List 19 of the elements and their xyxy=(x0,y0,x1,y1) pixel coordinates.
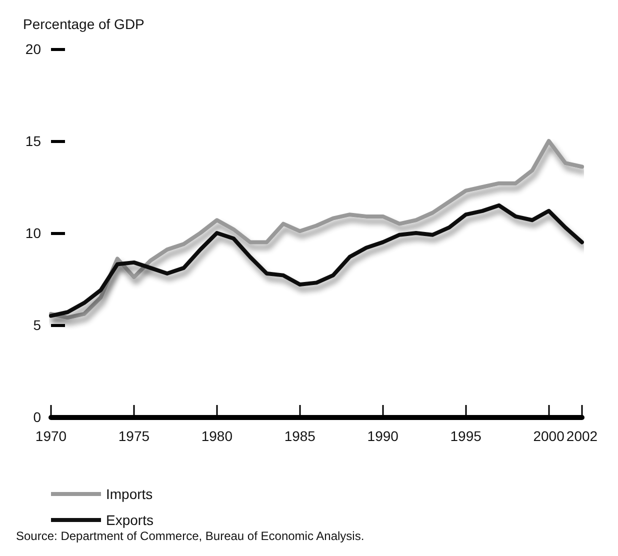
y-tick-label: 15 xyxy=(25,133,42,149)
y-tick-label: 5 xyxy=(33,317,42,333)
x-tick-label: 1990 xyxy=(367,428,399,444)
x-tick-label: 1980 xyxy=(201,428,233,444)
legend-label: Exports xyxy=(106,512,154,528)
x-tick-label: 1970 xyxy=(35,428,67,444)
line-series xyxy=(49,203,584,318)
x-tick-label: 1985 xyxy=(284,428,316,444)
x-tick-label: 1995 xyxy=(450,428,482,444)
line-series xyxy=(49,139,584,320)
y-tick-label: 10 xyxy=(25,225,42,241)
x-tick-label: 2000 xyxy=(533,428,565,444)
x-tick-label: 1975 xyxy=(118,428,150,444)
y-axis-title: Percentage of GDP xyxy=(23,16,144,32)
legend-label: Imports xyxy=(106,486,153,502)
y-tick-label: 20 xyxy=(25,41,42,57)
source-note: Source: Department of Commerce, Bureau of Economic Analysis. xyxy=(16,529,364,543)
y-tick-label: 0 xyxy=(33,409,42,425)
x-tick-label: 2002 xyxy=(566,428,598,444)
